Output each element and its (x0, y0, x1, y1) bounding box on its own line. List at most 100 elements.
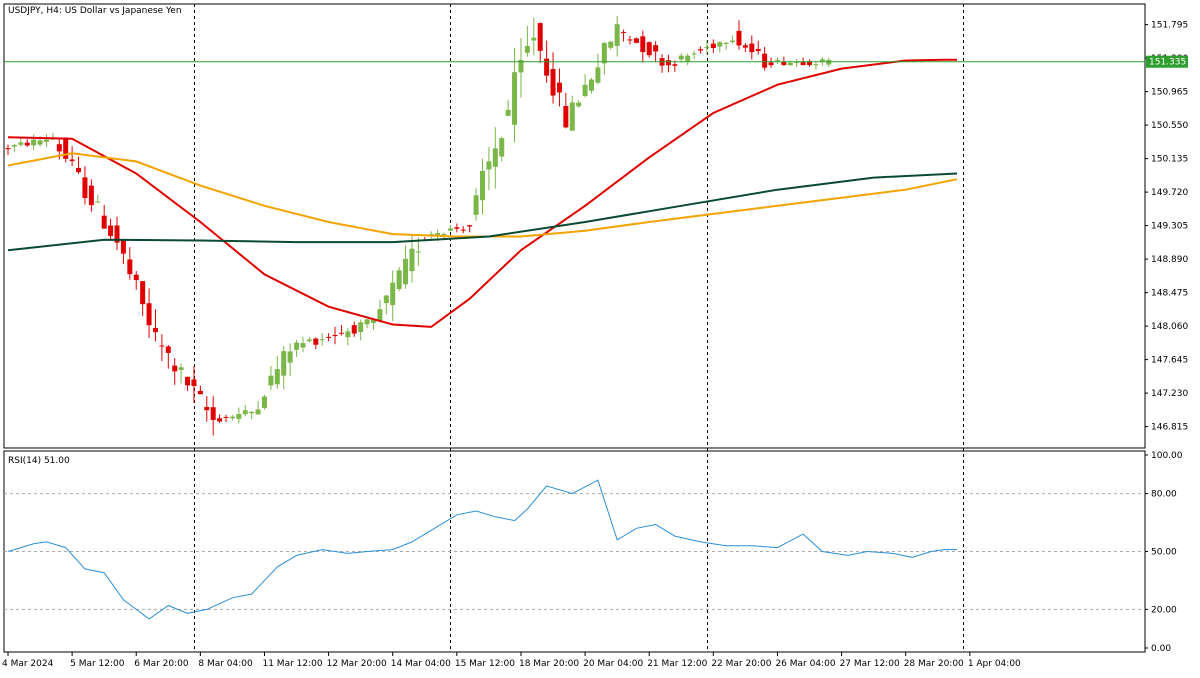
candle-body-bear (159, 345, 165, 347)
candle-body-bull (499, 138, 505, 157)
candle-body-bear (762, 53, 768, 68)
candle-body-bear (646, 42, 652, 56)
candle-body-bull (813, 64, 819, 66)
candle-body-bull (281, 351, 287, 376)
candle-body-bear (672, 64, 678, 66)
candle-body-bear (191, 379, 197, 386)
time-tick-label: 15 Mar 12:00 (455, 659, 515, 669)
candle-body-bear (749, 43, 755, 53)
moving-average-line-0 (7, 58, 957, 328)
candle-body-bear (563, 105, 569, 128)
candle-body-bull (242, 410, 248, 415)
candle-body-bull (774, 59, 780, 61)
candle-body-bear (326, 336, 332, 338)
candle-body-bear (204, 406, 210, 411)
candle-body-bull (261, 396, 267, 408)
candle-body-bull (37, 140, 43, 145)
time-tick-label: 1 Apr 04:00 (968, 659, 1021, 669)
candle-body-bull (723, 42, 729, 44)
candle-body-bull (383, 295, 389, 304)
candle-body-bull (473, 195, 479, 215)
candle-body-bull (685, 55, 691, 63)
candle-body-bull (717, 42, 723, 47)
current-price-tag (1146, 55, 1188, 68)
rsi-line (7, 479, 957, 620)
candle-body-bull (43, 139, 49, 142)
candle-body-bear (653, 45, 659, 52)
candle-body-bull (294, 342, 300, 350)
candle-body-bull (531, 37, 537, 41)
candle-body-bull (608, 41, 614, 48)
candle-body-bull (595, 67, 601, 83)
time-tick-label: 6 Mar 20:00 (134, 659, 189, 669)
candle-body-bull (370, 318, 376, 323)
candle-body-bull (614, 24, 620, 46)
candle-body-bear (710, 43, 716, 49)
candle-body-bear (24, 142, 30, 146)
current-price-label: 151.335 (1149, 58, 1186, 68)
time-tick-label: 18 Mar 20:00 (519, 659, 579, 669)
rsi-tick-label: 20.00 (1151, 605, 1177, 615)
price-tick-label: 146.815 (1151, 423, 1188, 433)
candle-body-bull (678, 55, 684, 60)
candle-body-bear (742, 45, 748, 48)
price-tick-label: 150.550 (1151, 121, 1188, 131)
candle-body-bull (95, 201, 101, 203)
candle-body-bear (146, 303, 152, 326)
candle-body-bull (505, 109, 511, 116)
candle-body-bear (133, 274, 139, 281)
candle-body-bear (550, 69, 556, 96)
candle-body-bull (518, 59, 524, 73)
candle-body-bear (172, 365, 178, 372)
candle-body-bull (441, 233, 447, 235)
candle-body-bear (621, 32, 627, 34)
candle-body-bear (544, 58, 550, 76)
candle-body-bear (698, 49, 704, 51)
candle-body-bull (345, 331, 351, 338)
candle-body-bull (582, 84, 588, 97)
candle-body-bear (197, 390, 203, 395)
candles-group (5, 16, 832, 436)
rsi-tick-label: 80.00 (1151, 490, 1177, 500)
candle-body-bear (351, 325, 357, 334)
candle-body-bear (56, 144, 62, 152)
candle-body-bear (140, 281, 146, 305)
rsi-tick-label: 50.00 (1151, 548, 1177, 558)
symbol-title: USDJPY, H4: US Dollar vs Japanese Yen (8, 6, 182, 16)
candle-body-bear (165, 346, 171, 353)
candle-body-bull (730, 40, 736, 43)
candle-body-bull (691, 53, 697, 55)
candle-body-bull (601, 42, 607, 64)
candle-body-bull (249, 411, 255, 414)
candle-body-bull (300, 343, 306, 348)
candle-body-bull (287, 351, 293, 363)
time-tick-label: 27 Mar 12:00 (840, 659, 900, 669)
candle-body-bull (274, 369, 280, 385)
time-tick-label: 5 Mar 12:00 (70, 659, 125, 669)
moving-average-line-2 (7, 172, 958, 252)
candle-body-bear (338, 332, 344, 334)
candle-body-bull (377, 309, 383, 321)
candle-body-bull (396, 270, 402, 290)
candle-body-bull (512, 72, 518, 125)
candle-body-bull (569, 102, 575, 131)
candle-body-bear (76, 167, 82, 173)
price-tick-label: 148.060 (1151, 322, 1188, 332)
rsi-tick-label: 100.00 (1151, 451, 1183, 461)
time-tick-label: 28 Mar 20:00 (904, 659, 964, 669)
candle-body-bull (229, 416, 235, 419)
candle-body-bear (332, 334, 338, 337)
time-tick-label: 8 Mar 04:00 (198, 659, 253, 669)
candle-body-bull (268, 375, 274, 386)
candle-body-bear (63, 138, 69, 159)
candle-body-bull (576, 102, 582, 107)
candle-body-bull (403, 258, 409, 285)
candle-body-bull (409, 248, 415, 272)
candle-body-bear (223, 416, 229, 418)
time-tick-label: 22 Mar 20:00 (711, 659, 771, 669)
candle-body-bull (492, 148, 498, 167)
candle-body-bull (447, 228, 453, 231)
candle-body-bull (435, 233, 441, 237)
candle-body-bear (454, 227, 460, 229)
